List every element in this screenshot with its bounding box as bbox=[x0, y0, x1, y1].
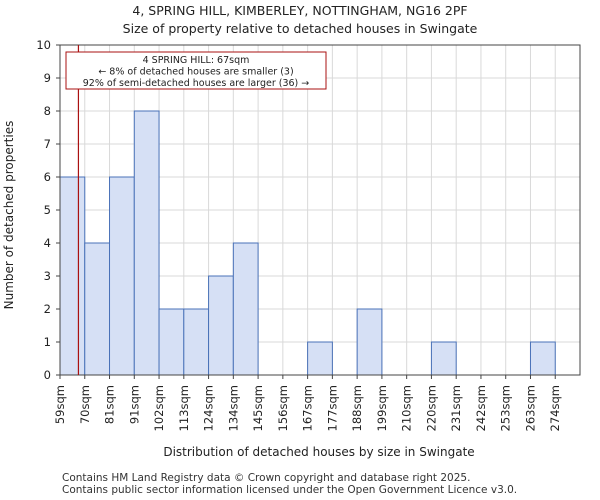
footer-attribution-2: Contains public sector information licen… bbox=[62, 484, 518, 496]
x-tick-label: 231sqm bbox=[449, 385, 463, 431]
tick-layer: 0 1 2 3 4 5 6 7 8 9 10 59sqm 70sqm 81sqm 91sqm 102sqm 11… bbox=[36, 38, 562, 431]
x-tick-label: 81sqm bbox=[103, 385, 117, 424]
x-tick-label: 253sqm bbox=[499, 385, 513, 431]
y-tick-label: 6 bbox=[44, 170, 51, 184]
x-tick-label: 145sqm bbox=[251, 385, 265, 431]
y-tick-label: 3 bbox=[44, 269, 51, 283]
bar-102sqm bbox=[158, 308, 185, 376]
annotation-box bbox=[65, 51, 327, 90]
y-tick-label: 8 bbox=[44, 104, 51, 118]
bar-220sqm bbox=[430, 341, 457, 376]
bar-70sqm bbox=[84, 242, 111, 376]
x-tick-label: 199sqm bbox=[375, 385, 389, 431]
bar-113sqm bbox=[183, 308, 210, 376]
bar-81sqm bbox=[109, 176, 135, 376]
y-tick-label: 0 bbox=[44, 368, 51, 382]
y-tick-label: 1 bbox=[44, 335, 51, 349]
x-tick-label: 242sqm bbox=[474, 385, 488, 431]
footer-attribution-1: Contains HM Land Registry data © Crown c… bbox=[62, 472, 471, 484]
x-tick-label: 177sqm bbox=[325, 385, 339, 431]
bar-188sqm bbox=[356, 308, 383, 376]
x-tick-label: 59sqm bbox=[53, 385, 67, 424]
x-axis-label: Distribution of detached houses by size … bbox=[163, 445, 474, 459]
x-tick-label: 124sqm bbox=[202, 385, 216, 431]
x-tick-label: 134sqm bbox=[226, 385, 240, 431]
x-tick-label: 188sqm bbox=[350, 385, 364, 431]
bar-124sqm bbox=[208, 275, 234, 376]
y-tick-label: 10 bbox=[36, 38, 51, 52]
bar-59sqm bbox=[59, 176, 86, 376]
annotation-line-3: 92% of semi-detached houses are larger (… bbox=[83, 78, 310, 89]
marker-layer: 4 SPRING HILL: 67sqm← 8% of detached hou… bbox=[65, 45, 327, 375]
y-tick-label: 2 bbox=[44, 302, 51, 316]
x-tick-label: 156sqm bbox=[276, 385, 290, 431]
annotation-line-2: ← 8% of detached houses are smaller (3) bbox=[98, 67, 293, 78]
x-tick-label: 210sqm bbox=[400, 385, 414, 431]
y-tick-label: 9 bbox=[44, 71, 51, 85]
x-tick-label: 274sqm bbox=[548, 385, 562, 431]
y-tick-label: 5 bbox=[44, 203, 51, 217]
x-tick-label: 91sqm bbox=[127, 385, 141, 424]
bar-167sqm bbox=[307, 341, 333, 376]
bar-134sqm bbox=[232, 242, 259, 376]
x-tick-label: 70sqm bbox=[78, 385, 92, 424]
bar-layer bbox=[59, 110, 556, 376]
bar-91sqm bbox=[133, 110, 160, 376]
x-tick-label: 102sqm bbox=[152, 385, 166, 431]
chart-title-line2: Size of property relative to detached ho… bbox=[122, 21, 478, 36]
x-tick-label: 113sqm bbox=[177, 385, 191, 431]
histogram-chart: 0 1 2 3 4 5 6 7 8 9 10 59sqm 70sqm 81sqm 91sqm 102sqm 11… bbox=[2, 38, 581, 459]
x-tick-label: 220sqm bbox=[424, 385, 438, 431]
bar-263sqm bbox=[529, 341, 556, 376]
x-tick-label: 167sqm bbox=[301, 385, 315, 431]
x-tick-label: 263sqm bbox=[523, 385, 537, 431]
y-tick-label: 4 bbox=[44, 236, 51, 250]
annotation-line-1: 4 SPRING HILL: 67sqm bbox=[143, 55, 250, 66]
chart-title-line1: 4, SPRING HILL, KIMBERLEY, NOTTINGHAM, N… bbox=[132, 3, 468, 18]
y-axis-label: Number of detached properties bbox=[2, 121, 16, 310]
y-tick-label: 7 bbox=[44, 137, 51, 151]
